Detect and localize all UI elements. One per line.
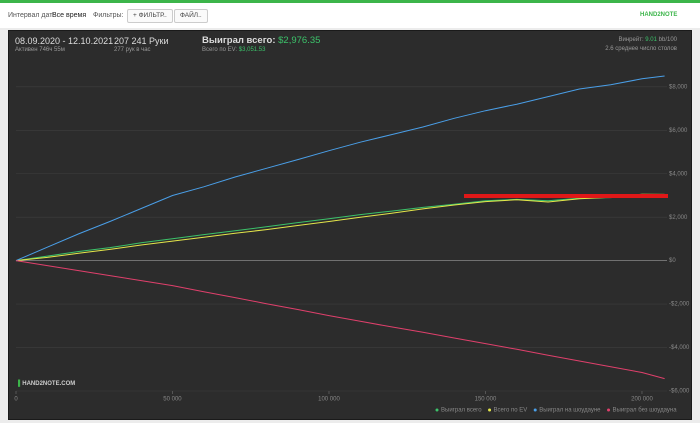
x-tick-label: 50 000 [163,397,182,403]
y-tick-label: -$2,000 [669,302,690,308]
x-tick-label: 0 [14,397,18,403]
legend-dot [533,408,537,412]
y-tick-label: $0 [669,258,676,264]
y-tick-label: $6,000 [669,128,688,134]
filter-button[interactable]: + ФИЛЬТР.. [127,9,173,23]
tables: 2.6 среднее число столов [605,46,677,52]
hands: 207 241 Руки [114,36,169,46]
legend-dot [488,408,492,412]
x-tick-label: 200 000 [631,397,653,403]
y-tick-label: -$4,000 [669,345,690,351]
legend-label: Выиграл всего [441,408,482,414]
watermark-text: HAND2NOTE.COM [22,381,76,387]
series-line [15,194,665,262]
series-line [15,75,665,262]
winrate-label: Винрейт: [618,37,644,43]
legend-label: Выиграл без шоудауна [613,408,678,414]
won: Выиграл всего: $2,976.35 [202,35,320,46]
y-tick-label: $8,000 [669,84,688,90]
legend-label: Выиграл на шоудауне [539,408,601,414]
y-tick-label: $4,000 [669,171,688,177]
active: Активен 746ч 55м [15,47,65,53]
date-select[interactable]: Все время [52,12,87,19]
top-bar [0,0,700,3]
winrate-unit: bb/100 [658,37,677,43]
filter-text: ФИЛЬТР.. [138,12,167,19]
won-value: $2,976.35 [278,35,321,46]
legend-dot [435,408,439,412]
filters-label: Фильтры: [93,12,124,19]
ev-value: $3,051.53 [238,47,266,53]
x-tick-label: 150 000 [475,397,497,403]
x-tick-label: 100 000 [318,397,340,403]
date-label: Интервал дат: [8,12,55,19]
legend-label: Всего по EV [494,408,528,414]
series-line [15,260,665,380]
chart: -$6,000 -$4,000 -$2,000 $0 $2,000 $4,000 $6,00… [14,75,690,414]
ev: Всего по EV: $3,051.53 [202,47,265,53]
winrate: Винрейт: 9.01 bb/100 [619,37,678,43]
file-text: ФАЙЛ.. [180,12,202,19]
y-tick-label: -$6,000 [669,389,690,395]
ev-label: Всего по EV: [202,47,238,53]
series-line [15,193,665,262]
y-tick-label: $2,000 [669,215,688,221]
hands-per-hour: 277 рук в час [114,47,151,53]
watermark: ▌HAND2NOTE.COM [18,381,76,387]
graph-panel: -$6,000 -$4,000 -$2,000 $0 $2,000 $4,000 $6,00… [8,30,692,420]
won-label: Выиграл всего: [202,35,276,46]
legend-dot [607,408,611,412]
file-button[interactable]: ФАЙЛ.. [174,9,208,23]
logo: HAND2NOTE [640,12,678,18]
highlight-mark [464,194,668,198]
dates: 08.09.2020 - 12.10.2021 [15,36,114,46]
toolbar: Интервал дат: Все время Фильтры: + ФИЛЬТ… [0,3,700,28]
winrate-value: 9.01 [645,37,657,43]
